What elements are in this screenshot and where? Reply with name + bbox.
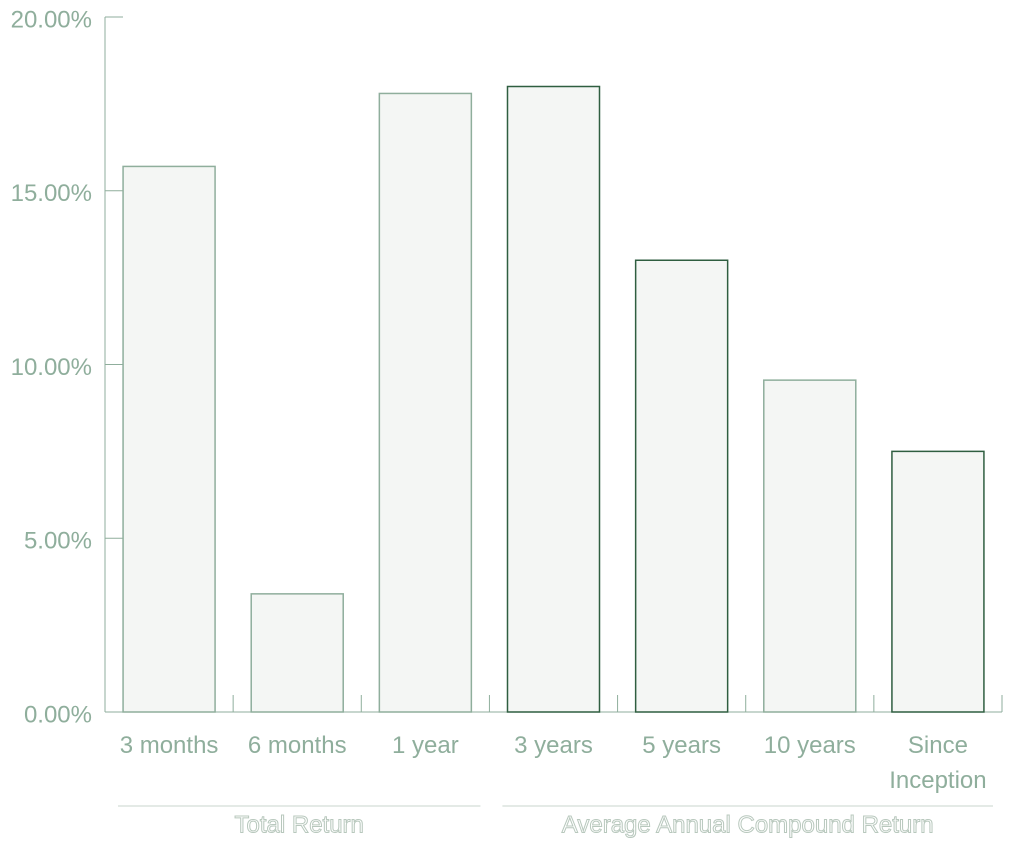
- y-tick-label: 5.00%: [24, 528, 92, 555]
- x-tick-label: 6 months: [247, 732, 347, 759]
- y-tick-label: 10.00%: [11, 354, 92, 381]
- bar: [378, 92, 473, 713]
- x-tick-label: Since Inception: [889, 732, 987, 794]
- bar: [506, 85, 601, 713]
- bar: [891, 450, 985, 713]
- x-tick-label: 3 years: [514, 732, 593, 759]
- bar: [250, 593, 344, 713]
- group-label: Total Return: [235, 811, 364, 838]
- bar: [122, 165, 216, 713]
- y-tick-label: 0.00%: [24, 701, 92, 728]
- x-tick-label: 1 year: [391, 732, 459, 759]
- bar: [634, 259, 729, 713]
- x-tick-label: 3 months: [119, 732, 219, 759]
- y-tick-label: 15.00%: [11, 180, 92, 207]
- y-tick-label: 20.00%: [11, 6, 92, 33]
- group-label: Average Annual Compound Return: [562, 811, 934, 838]
- x-tick-label: 10 years: [763, 732, 856, 759]
- x-tick-label: 5 years: [642, 732, 721, 759]
- bar: [763, 379, 857, 713]
